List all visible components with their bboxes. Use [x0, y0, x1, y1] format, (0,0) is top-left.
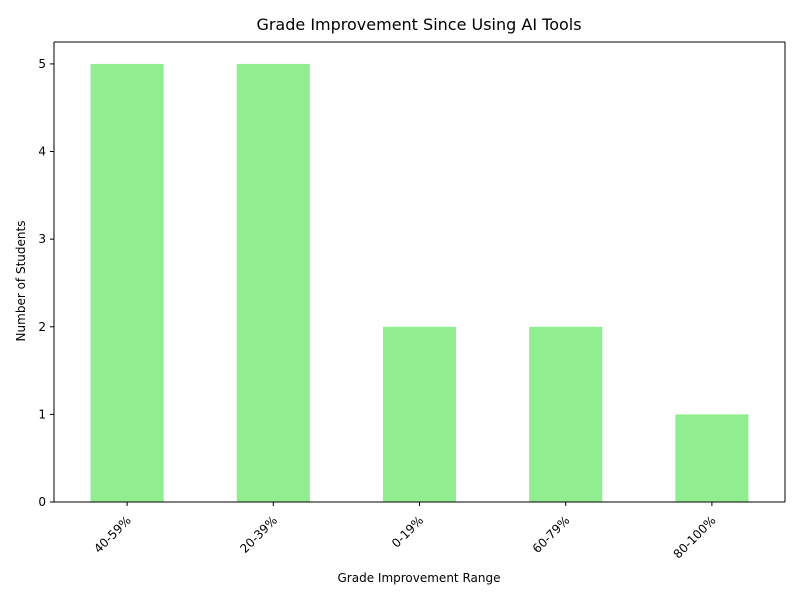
y-axis-ticks: 0 1 2 3 4 5: [38, 57, 54, 509]
y-axis-label: Number of Students: [14, 221, 28, 342]
y-tick-label: 3: [38, 232, 46, 246]
bar-4: [529, 326, 603, 502]
bar-5: [675, 414, 749, 502]
x-tick-label: 60-79%: [530, 513, 573, 556]
bar-2: [236, 63, 310, 503]
bars-group: [90, 63, 749, 503]
x-tick-label: 80-100%: [671, 513, 719, 561]
bar-1: [90, 63, 164, 503]
y-tick-label: 0: [38, 495, 46, 509]
y-tick-label: 5: [38, 57, 46, 71]
y-tick-label: 1: [38, 407, 46, 421]
x-axis-label: Grade Improvement Range: [338, 571, 501, 585]
chart-title: Grade Improvement Since Using AI Tools: [256, 15, 581, 34]
x-tick-label: 0-19%: [389, 513, 426, 550]
axes-group: [53, 41, 786, 503]
y-tick-label: 4: [38, 145, 46, 159]
y-tick-label: 2: [38, 320, 46, 334]
x-axis-ticks: 40-59% 20-39% 0-19% 60-79% 80-100%: [91, 502, 719, 561]
bar-3: [382, 326, 457, 502]
x-tick-label: 40-59%: [91, 513, 134, 556]
x-tick-label: 20-39%: [237, 513, 280, 556]
